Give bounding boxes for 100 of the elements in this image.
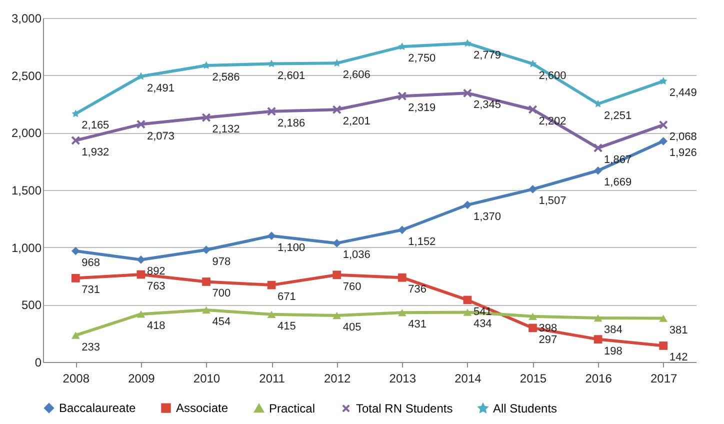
point bbox=[594, 335, 602, 344]
data-label: 2,165 bbox=[82, 120, 110, 132]
point bbox=[398, 308, 406, 316]
data-label: 1,370 bbox=[473, 210, 501, 223]
point bbox=[71, 136, 80, 146]
point bbox=[71, 332, 80, 339]
data-label: 671 bbox=[278, 291, 296, 304]
point bbox=[136, 120, 146, 129]
data-label: 2,345 bbox=[473, 99, 501, 112]
point bbox=[528, 104, 538, 114]
point bbox=[267, 232, 276, 240]
point bbox=[593, 143, 603, 152]
point bbox=[594, 166, 602, 175]
data-label: 1,507 bbox=[538, 195, 566, 208]
point bbox=[463, 39, 472, 47]
x-tick-label: 2017 bbox=[650, 372, 678, 386]
point bbox=[528, 324, 537, 332]
legend-label: Associate bbox=[176, 401, 228, 416]
point bbox=[136, 256, 146, 264]
point bbox=[398, 92, 407, 101]
data-label: 2,779 bbox=[473, 49, 501, 62]
point bbox=[202, 306, 210, 314]
data-label: 233 bbox=[82, 341, 100, 354]
data-label: 978 bbox=[212, 256, 231, 268]
x-tick-label: 2014 bbox=[454, 372, 482, 386]
data-label: 2,251 bbox=[604, 110, 632, 122]
data-label: 1,152 bbox=[408, 236, 436, 248]
x-tick-label: 2013 bbox=[389, 372, 416, 386]
data-label: 2,073 bbox=[146, 130, 174, 142]
point bbox=[463, 308, 472, 316]
data-label: 2,586 bbox=[212, 71, 240, 84]
legend-label: Baccalaureate bbox=[59, 401, 136, 416]
data-label: 736 bbox=[408, 284, 427, 296]
data-label: 1,100 bbox=[278, 242, 306, 254]
point bbox=[266, 106, 276, 116]
legend-label: Practical bbox=[269, 401, 316, 416]
point bbox=[202, 246, 210, 254]
data-label: 405 bbox=[342, 322, 362, 334]
data-label: 384 bbox=[604, 324, 622, 336]
data-label: 454 bbox=[212, 316, 231, 328]
data-label: 1,926 bbox=[669, 147, 697, 160]
x-tick-label: 2009 bbox=[128, 372, 156, 386]
x-tick-label: 2011 bbox=[259, 372, 286, 386]
data-label: 198 bbox=[604, 345, 622, 358]
data-label: 2,201 bbox=[342, 116, 370, 128]
point bbox=[267, 280, 276, 290]
point bbox=[202, 278, 210, 286]
y-tick-label: 1,000 bbox=[11, 240, 42, 255]
point bbox=[659, 136, 668, 146]
point bbox=[528, 185, 537, 194]
x-tick-label: 2010 bbox=[193, 372, 220, 386]
point bbox=[528, 312, 537, 320]
point bbox=[594, 314, 602, 322]
y-tick-label: 0 bbox=[34, 356, 42, 370]
data-label: 2,449 bbox=[669, 87, 697, 100]
data-label: 142 bbox=[669, 352, 688, 364]
point bbox=[136, 310, 146, 318]
point bbox=[659, 342, 668, 350]
data-label: 731 bbox=[82, 284, 100, 296]
point bbox=[659, 77, 668, 85]
data-label: 2,491 bbox=[146, 82, 174, 94]
data-label: 431 bbox=[408, 318, 427, 331]
x-tick-label: 2016 bbox=[585, 372, 612, 386]
x-tick-label: 2008 bbox=[62, 372, 90, 386]
data-label: 2,319 bbox=[408, 102, 436, 114]
point bbox=[136, 270, 146, 279]
point bbox=[332, 312, 342, 320]
data-label: 2,606 bbox=[342, 69, 370, 82]
data-label: 418 bbox=[146, 320, 166, 332]
data-label: 2,601 bbox=[278, 70, 306, 82]
data-label: 1,932 bbox=[82, 146, 110, 158]
data-label: 434 bbox=[473, 318, 492, 330]
point bbox=[71, 274, 80, 282]
point bbox=[332, 270, 342, 280]
point bbox=[267, 310, 276, 318]
point bbox=[332, 105, 342, 114]
point bbox=[268, 60, 276, 68]
data-label: 2,132 bbox=[212, 124, 240, 136]
data-label: 1,036 bbox=[342, 249, 370, 262]
point bbox=[332, 239, 342, 248]
x-tick-label: 2015 bbox=[520, 372, 547, 386]
x-tick-label: 2012 bbox=[324, 372, 352, 386]
legend-label: All Students bbox=[493, 401, 558, 416]
data-label: 968 bbox=[82, 257, 100, 270]
point bbox=[658, 120, 668, 130]
point bbox=[71, 246, 80, 256]
point bbox=[463, 296, 472, 304]
y-tick-label: 2,500 bbox=[11, 68, 42, 83]
point bbox=[202, 112, 211, 122]
data-label: 2,186 bbox=[278, 117, 306, 130]
y-tick-label: 2,000 bbox=[11, 126, 42, 140]
data-label: 1,669 bbox=[604, 176, 632, 189]
y-tick-label: 1,500 bbox=[11, 184, 42, 198]
legend-label: Total RN Students bbox=[356, 401, 453, 416]
point bbox=[398, 273, 406, 282]
data-label: 892 bbox=[146, 266, 166, 278]
point bbox=[463, 200, 472, 210]
data-label: 297 bbox=[538, 334, 558, 346]
data-label: 2,068 bbox=[669, 130, 697, 143]
data-label: 763 bbox=[146, 280, 166, 293]
